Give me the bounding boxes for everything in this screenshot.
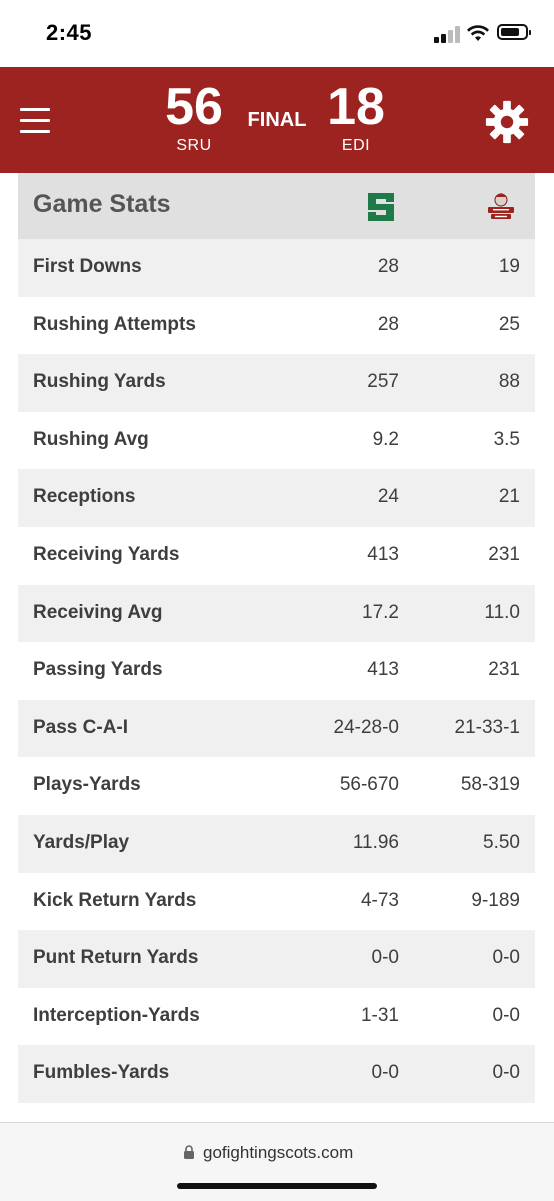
stat-row: Rushing Attempts 28 25 (18, 296, 535, 355)
away-stat-value: 231 (488, 543, 520, 565)
stat-label: Rushing Avg (33, 428, 149, 450)
away-stat-value: 0-0 (492, 947, 520, 969)
stat-label: Receptions (33, 486, 136, 508)
stat-row: Kick Return Yards 4-73 9-189 (18, 872, 535, 931)
stat-row: Punt Return Yards 0-0 0-0 (18, 930, 535, 988)
away-stat-value: 9-189 (471, 889, 520, 911)
stat-label: Receiving Yards (33, 543, 180, 565)
home-stat-value: 24 (377, 486, 399, 508)
home-stat-value: 56-670 (339, 774, 399, 796)
home-indicator[interactable] (177, 1183, 377, 1189)
away-stat-value: 0-0 (492, 1062, 520, 1084)
away-stat-value: 25 (498, 313, 520, 335)
away-stat-value: 88 (498, 371, 520, 393)
home-stat-value: 413 (367, 543, 399, 565)
battery-icon (497, 24, 531, 40)
lock-icon (184, 1145, 194, 1159)
stat-row: Receiving Avg 17.2 11.0 (18, 584, 535, 643)
away-stat-value: 21 (498, 486, 520, 508)
away-score: 18 (327, 78, 385, 136)
stat-label: First Downs (33, 256, 142, 277)
stat-row: Yards/Play 11.96 5.50 (18, 814, 535, 873)
stat-label: Pass C-A-I (33, 716, 129, 738)
stat-row: Rushing Yards 257 88 (18, 354, 535, 412)
menu-icon[interactable] (20, 108, 50, 134)
stat-row: First Downs 28 19 (18, 239, 535, 297)
away-stat-value: 11.0 (484, 601, 520, 623)
status-bar: 2:45 (0, 0, 554, 67)
home-stat-value: 0-0 (371, 947, 399, 969)
away-team-abbr: EDI (341, 137, 371, 154)
home-stat-value: 1-31 (360, 1004, 399, 1026)
status-time: 2:45 (46, 20, 93, 45)
home-team-logo (368, 193, 394, 221)
home-score: 56 (165, 78, 223, 136)
home-stat-value: 24-28-0 (333, 716, 400, 738)
away-stat-value: 3.5 (493, 428, 520, 450)
home-stat-value: 413 (367, 659, 399, 681)
stat-label: Fumbles-Yards (33, 1062, 170, 1084)
away-team-logo (488, 193, 514, 219)
stat-row: Plays-Yards 56-670 58-319 (18, 757, 535, 815)
game-stats-table: Game Stats First Downs 28 19 Rushing Attemp… (18, 173, 535, 1103)
stats-title: Game Stats (33, 190, 171, 218)
home-stat-value: 28 (377, 313, 399, 335)
home-stat-value: 4-73 (360, 889, 399, 911)
away-stat-value: 58-319 (460, 774, 520, 796)
stat-row: Interception-Yards 1-31 0-0 (18, 987, 535, 1046)
gear-icon[interactable] (484, 99, 530, 145)
stat-row: Rushing Avg 9.2 3.5 (18, 411, 535, 470)
home-stat-value: 0-0 (371, 1062, 399, 1084)
stat-label: Interception-Yards (33, 1004, 200, 1026)
home-stat-value: 17.2 (362, 601, 399, 623)
home-stat-value: 9.2 (372, 428, 399, 450)
wifi-icon (467, 25, 489, 41)
scoreboard-header: 56 SRU FINAL 18 EDI (0, 67, 554, 173)
signal-icon (434, 25, 462, 43)
stats-table-header: Game Stats (18, 173, 535, 239)
stat-label: Passing Yards (33, 659, 163, 681)
stat-label: Yards/Play (33, 831, 130, 853)
home-stat-value: 11.96 (352, 831, 399, 853)
browser-address-bar[interactable]: gofightingscots.com (0, 1122, 554, 1201)
away-stat-value: 0-0 (492, 1004, 520, 1026)
stat-label: Kick Return Yards (33, 889, 197, 911)
away-stat-value: 19 (498, 256, 520, 277)
stat-label: Rushing Yards (33, 371, 166, 393)
stat-row: Receptions 24 21 (18, 469, 535, 527)
stat-row: Fumbles-Yards 0-0 0-0 (18, 1045, 535, 1103)
stat-label: Receiving Avg (33, 601, 163, 623)
away-stat-value: 21-33-1 (454, 716, 521, 738)
home-stat-value: 28 (377, 256, 399, 277)
stat-label: Plays-Yards (33, 774, 141, 796)
game-status: FINAL (247, 109, 307, 131)
stat-label: Punt Return Yards (33, 947, 199, 969)
home-stat-value: 257 (367, 371, 399, 393)
stat-row: Receiving Yards 413 231 (18, 526, 535, 585)
url-text[interactable]: gofightingscots.com (203, 1143, 354, 1162)
stat-row: Pass C-A-I 24-28-0 21-33-1 (18, 699, 535, 758)
away-stat-value: 5.50 (483, 831, 520, 853)
home-team-abbr: SRU (176, 137, 212, 154)
away-stat-value: 231 (488, 659, 520, 681)
stat-row: Passing Yards 413 231 (18, 642, 535, 700)
stat-label: Rushing Attempts (33, 313, 196, 335)
